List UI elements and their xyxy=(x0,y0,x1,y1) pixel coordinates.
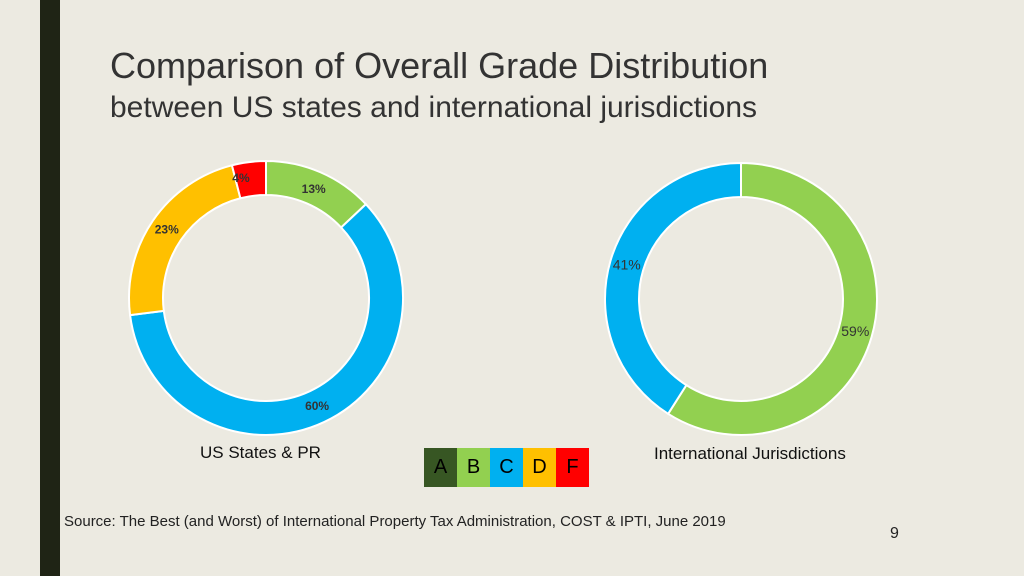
chart-caption-international: International Jurisdictions xyxy=(654,444,846,463)
page-title: Comparison of Overall Grade Distribution xyxy=(110,45,769,86)
donut-slice-b xyxy=(666,161,878,436)
donut-chart-international: 59% 41% xyxy=(604,161,878,436)
legend-item-a: A xyxy=(424,448,457,487)
donut-slice-c xyxy=(128,202,404,436)
page-subtitle: between US states and international juri… xyxy=(110,91,758,124)
donut-chart-us-states: 13% 60% 23% 4% xyxy=(128,159,404,436)
chart-caption-us-states: US States & PR xyxy=(200,443,321,462)
donut-slice-d xyxy=(128,164,242,317)
donut-slice-f xyxy=(230,159,267,200)
slice-label-d: 23% xyxy=(155,223,179,237)
source-citation: Source: The Best (and Worst) of Internat… xyxy=(64,513,726,530)
slice-label-c: 60% xyxy=(305,399,329,413)
page-number: 9 xyxy=(890,525,899,542)
legend-item-c: C xyxy=(490,448,523,487)
legend-item-b: B xyxy=(457,448,490,487)
legend-item-d: D xyxy=(523,448,556,487)
slice-label-b: 59% xyxy=(841,323,869,339)
donut-slice-c xyxy=(604,161,742,416)
slice-label-b: 13% xyxy=(302,182,326,196)
slice-label-c: 41% xyxy=(613,257,641,273)
grade-legend: A B C D F xyxy=(424,448,589,487)
legend-item-f: F xyxy=(556,448,589,487)
slice-label-f: 4% xyxy=(232,171,250,185)
left-accent-bar xyxy=(40,0,60,576)
